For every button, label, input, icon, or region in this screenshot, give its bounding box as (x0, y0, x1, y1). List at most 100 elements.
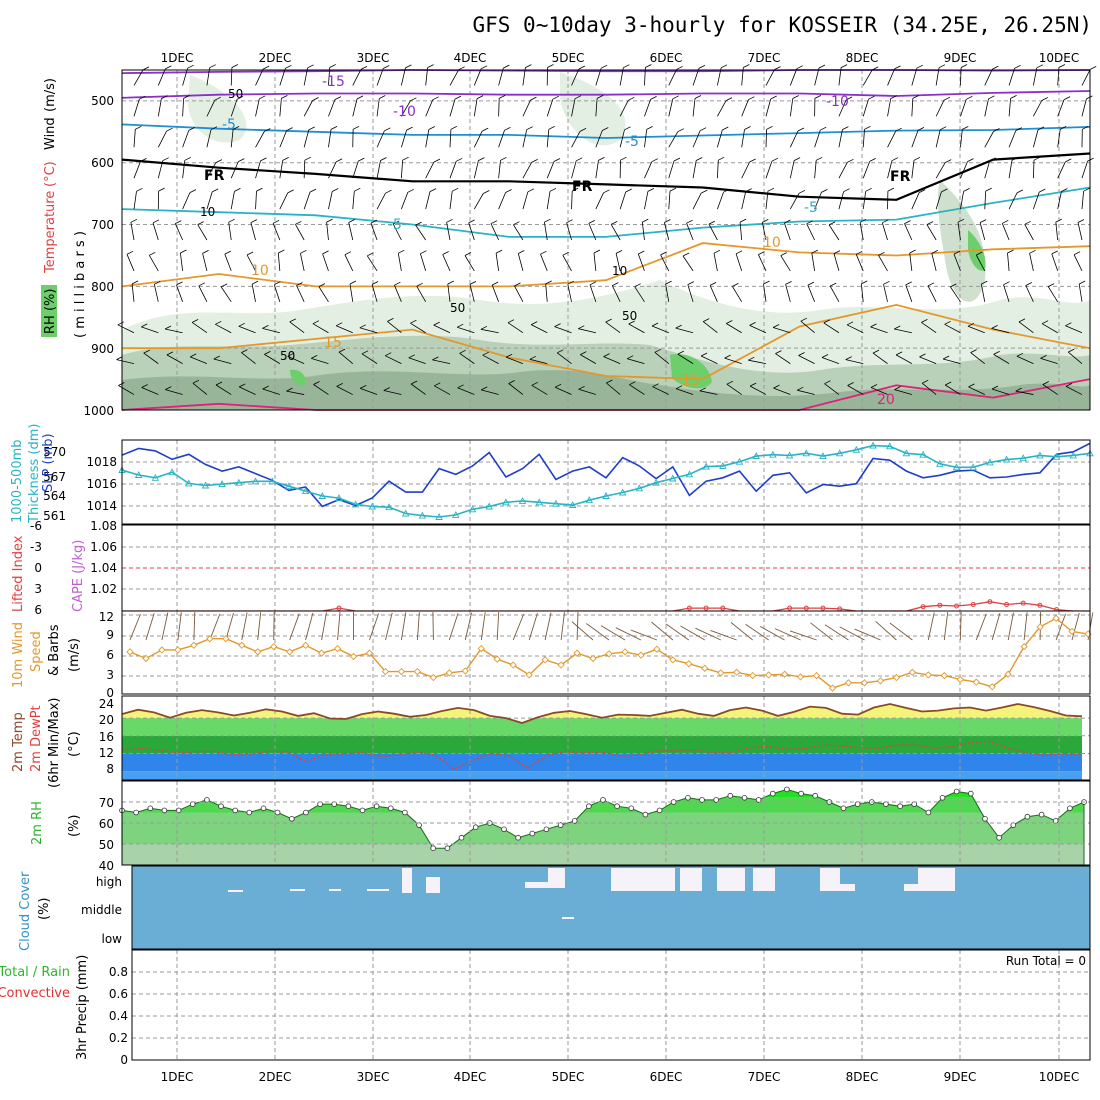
rh-tick-label: 70 (99, 796, 114, 810)
wind-barb (376, 193, 386, 210)
wind-barb-flag (942, 355, 950, 360)
wind-barb (556, 352, 572, 364)
wind-speed-point (749, 671, 757, 680)
clear-sky-block (904, 884, 920, 891)
wind-barb (595, 98, 598, 117)
wind-barb (838, 67, 842, 86)
wind-barb (311, 358, 329, 365)
wind-barb (392, 223, 402, 241)
wind-barb (735, 253, 743, 272)
bottom-date-label: 4DEC (454, 1070, 487, 1084)
wind-barb-flag (385, 352, 392, 357)
wind-barb (1047, 286, 1059, 303)
wind-barb-flag (1077, 219, 1085, 223)
wind-barb (1078, 283, 1083, 302)
wind-barb-flag (895, 127, 902, 132)
clear-sky-block (367, 889, 389, 891)
wind-barb (129, 613, 141, 641)
wind-barb-flag (1025, 282, 1032, 286)
wind-barb (145, 613, 155, 641)
rh-point (232, 807, 239, 814)
contour-label: -5 (222, 117, 236, 133)
wind-barb (935, 129, 941, 148)
wind-barb (522, 129, 528, 148)
bottom-date-label: 7DEC (748, 1070, 781, 1084)
ylabel-wind-barbs: & Barbs (47, 624, 62, 676)
thickness-point (685, 470, 694, 478)
wind-barb (1008, 98, 1011, 117)
wind-barb (544, 612, 552, 641)
pressure-axis: 500 600 700 800 900 1000 (83, 94, 114, 418)
wind-barb (984, 98, 989, 117)
wind-barb-flag (821, 189, 828, 193)
rh-point (939, 794, 946, 801)
wind-barb-flag (149, 251, 156, 256)
ylabel-minmax: (6hr Min/Max) (47, 698, 62, 788)
rh-point (685, 794, 691, 801)
wind-barb-flag (202, 250, 209, 254)
wind-barb (702, 321, 718, 334)
wind-barb-flag (807, 281, 815, 286)
ylabel-2m-temp: 2m Temp (11, 712, 26, 772)
pressure-tick-label: 600 (91, 156, 114, 170)
wind-barb (862, 191, 867, 210)
wind-barb (765, 69, 775, 86)
wind-barb (950, 286, 961, 303)
wind-barb-flag (224, 250, 231, 255)
wind-barb (838, 129, 843, 148)
wind-barb-flag (307, 64, 314, 69)
wind-speed-point (397, 667, 406, 676)
wind-barb-flag (967, 158, 974, 162)
cloud-level-low: low (102, 932, 123, 946)
wind-barb (473, 193, 484, 210)
wind-barb (862, 161, 871, 179)
wind-barb (432, 359, 451, 365)
wind-barb (464, 255, 475, 272)
wind-barb (241, 612, 248, 641)
clear-sky-block (840, 884, 855, 891)
wind-speed-point (222, 635, 230, 643)
wind-barb (1032, 67, 1038, 86)
wind-barb-flag (329, 64, 336, 68)
rh-point (727, 792, 734, 799)
cape-tick-label: 1.04 (90, 561, 117, 575)
wind-barb (540, 254, 548, 272)
thickness-point (502, 498, 510, 506)
wind-barb-flag (393, 220, 400, 225)
rh-point (387, 805, 394, 812)
clear-sky-block (562, 917, 574, 919)
wind-barb-flag (859, 218, 867, 223)
wind-barb (401, 192, 409, 210)
clear-sky-block (611, 868, 675, 891)
wind-barb (490, 223, 499, 241)
rh-point (1067, 805, 1073, 812)
wind-barb (416, 612, 420, 641)
wind-barb-flag (166, 351, 174, 356)
wind-barb-flag (198, 282, 205, 287)
wind-barb (273, 611, 275, 641)
wind-barb (133, 191, 137, 210)
wind-barb-flag (256, 187, 263, 192)
wind-barb (798, 355, 815, 364)
wind-barb-flag (360, 66, 368, 70)
rh-point (840, 805, 847, 812)
wind-barb (1023, 612, 1028, 641)
wind-barb (286, 390, 305, 395)
wind-barb (862, 69, 873, 86)
wind-barb (814, 67, 820, 86)
wind-barb (498, 130, 505, 148)
wind-barb-flag (380, 157, 387, 161)
wind-barb (385, 612, 393, 641)
slp-tick-label: 1014 (86, 499, 117, 513)
rh-point (147, 805, 154, 812)
wind-barb-flag (726, 320, 733, 324)
wind-barb-flag (797, 386, 804, 391)
isotherm-line (122, 303, 1091, 381)
clear-sky-block (753, 868, 775, 891)
wind-tick-label: 9 (106, 628, 114, 642)
wind-barb (943, 612, 949, 641)
wind-speed-point (126, 648, 134, 656)
wind-barb (157, 160, 164, 179)
wind-barb (968, 386, 985, 395)
wind-barb-flag (870, 323, 877, 328)
